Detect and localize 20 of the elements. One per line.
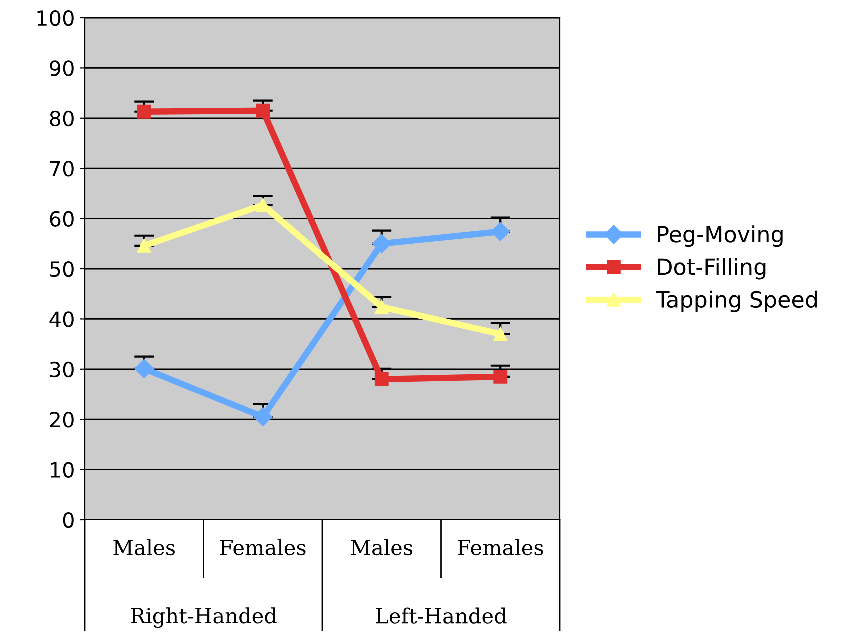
legend-label: Dot-Filling xyxy=(658,258,766,280)
text: Right-Handed xyxy=(131,608,277,628)
y-tick-label: 90 xyxy=(50,60,74,76)
x-tick-label: Females xyxy=(458,539,544,556)
x-tick-label: Males xyxy=(351,539,413,556)
y-tick-label: 70 xyxy=(50,161,74,177)
y-tick-label: 60 xyxy=(50,211,74,228)
y-tick-label: 100 xyxy=(38,10,74,26)
y-tick-label: 10 xyxy=(51,462,74,478)
y-tick-label: 80 xyxy=(50,110,74,127)
y-tick-label: 40 xyxy=(50,312,74,328)
y-tick-label: 30 xyxy=(50,362,74,378)
y-tick-label: 0 xyxy=(63,512,74,528)
y-tick-label: 50 xyxy=(50,261,74,278)
text: Left-Handed xyxy=(376,608,507,624)
legend-label: Tapping Speed xyxy=(656,290,817,312)
x-tick-label: Males xyxy=(114,539,176,556)
x-tick-label: Females xyxy=(220,539,306,556)
legend-label: Peg-Moving xyxy=(658,226,783,248)
y-tick-label: 20 xyxy=(50,412,74,428)
